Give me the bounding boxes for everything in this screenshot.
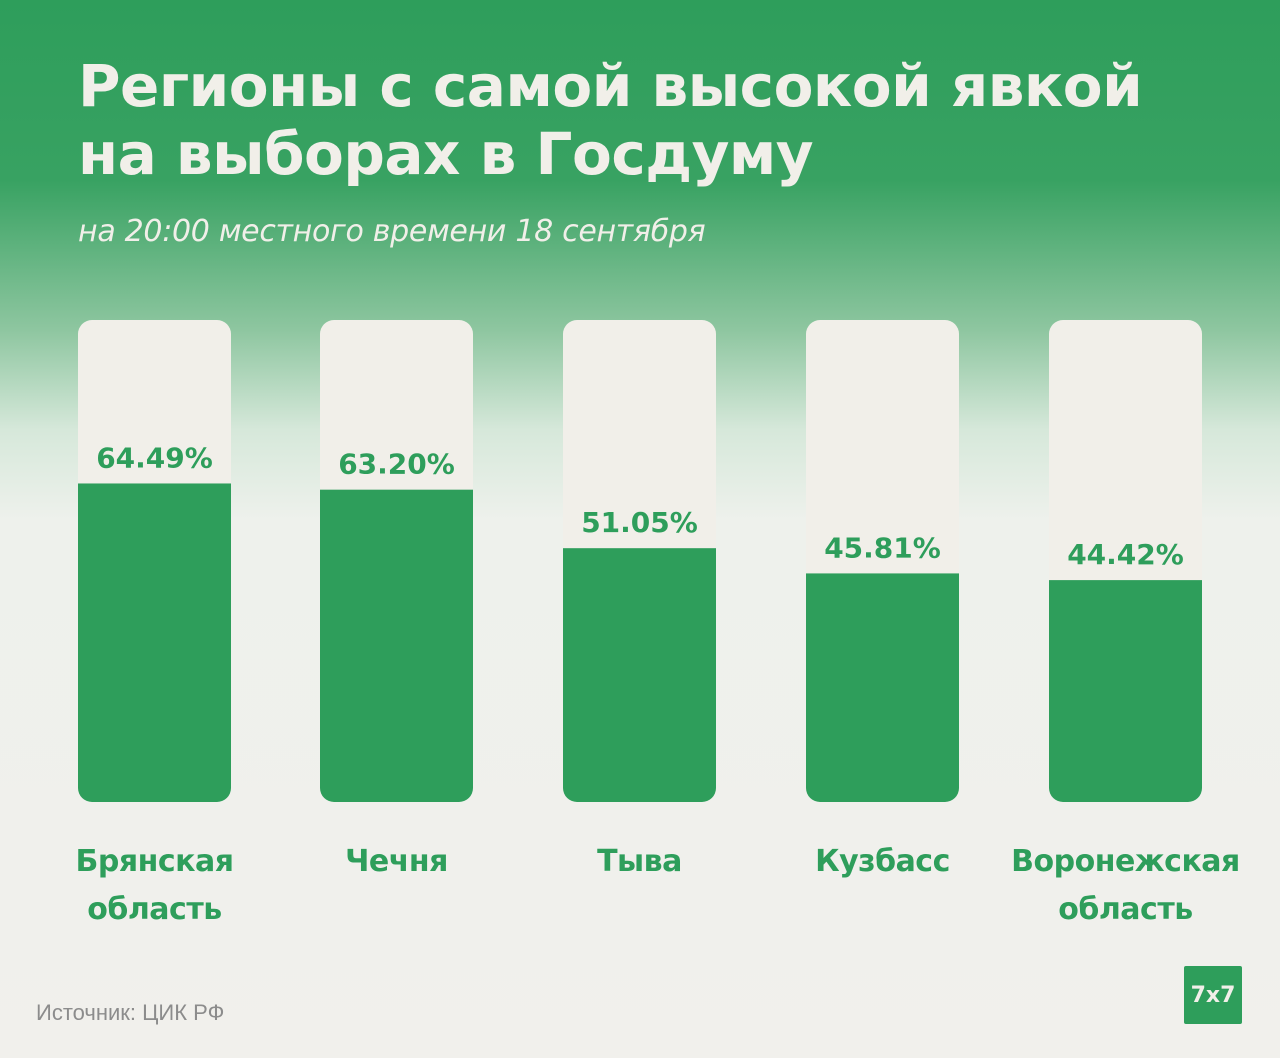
bar-group-4: 45.81% — [806, 320, 959, 802]
category-label-line: Воронежская — [1011, 844, 1240, 879]
category-label: Брянская область — [30, 838, 280, 934]
bar — [1049, 580, 1202, 802]
category-label-line: область — [1058, 892, 1193, 927]
bar — [320, 489, 473, 802]
bar-value-label: 63.20% — [338, 448, 455, 481]
category-label: Тыва — [515, 838, 765, 886]
brand-logo: 7x7 — [1184, 966, 1242, 1024]
title-line-2: на выборах в Госдуму — [78, 120, 814, 188]
source-note: Источник: ЦИК РФ — [36, 1000, 225, 1025]
category-label-line: Тыва — [597, 844, 682, 879]
category-label-line: Кузбасс — [815, 844, 950, 879]
bar-value-label: 44.42% — [1067, 538, 1184, 571]
category-label: Воронежская область — [1001, 838, 1251, 934]
bar-group-5: 44.42% — [1049, 320, 1202, 802]
bar — [806, 573, 959, 802]
bar — [78, 483, 231, 802]
chart-title: Регионы с самой высокой явкой на выборах… — [78, 52, 1143, 188]
bar-group-2: 63.20% — [320, 320, 473, 802]
bar-value-label: 45.81% — [824, 531, 941, 564]
chart-subtitle: на 20:00 местного времени 18 сентября — [78, 214, 706, 249]
bar-chart: 64.49% 63.20% 51.05% 45.81% 44.42% — [78, 320, 1202, 802]
category-label: Чечня — [272, 838, 522, 886]
bar-group-1: 64.49% — [78, 320, 231, 802]
bar — [563, 548, 716, 802]
category-label: Кузбасс — [758, 838, 1008, 886]
category-label-line: область — [87, 892, 222, 927]
category-label-line: Чечня — [345, 844, 448, 879]
category-label-line: Брянская — [75, 844, 234, 879]
bar-group-3: 51.05% — [563, 320, 716, 802]
bar-value-label: 51.05% — [581, 506, 698, 539]
title-line-1: Регионы с самой высокой явкой — [78, 52, 1143, 120]
bar-value-label: 64.49% — [96, 441, 213, 474]
